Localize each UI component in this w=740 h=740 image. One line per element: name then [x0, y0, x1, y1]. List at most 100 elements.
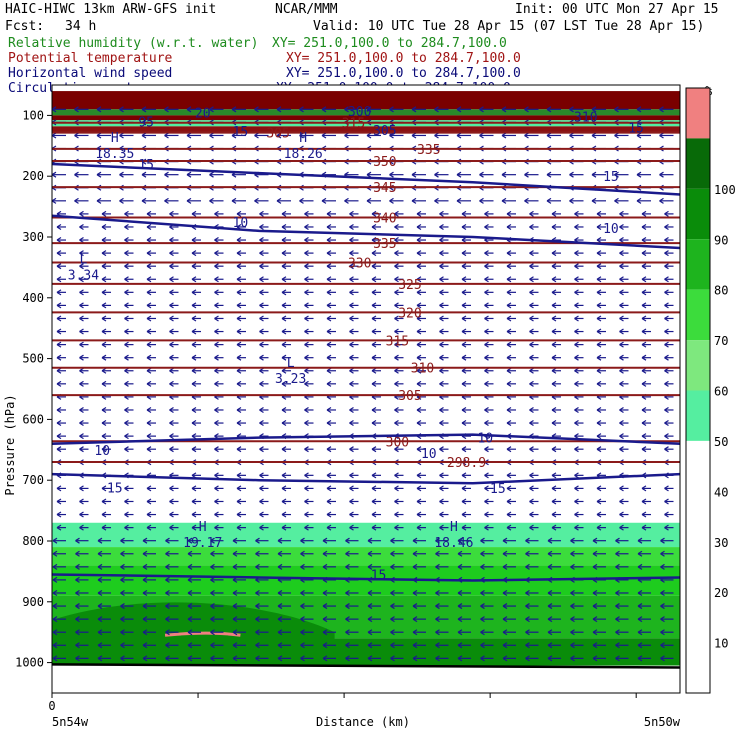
wind-vector-head [389, 197, 394, 204]
wind-vector-head [52, 616, 58, 623]
wind-vector-head [165, 550, 170, 557]
wind-vector-head [304, 354, 309, 361]
wind-vector-head [506, 498, 512, 505]
wind-vector-head [124, 263, 129, 270]
wind-vector-head [434, 106, 439, 113]
wind-vector-head [390, 589, 395, 596]
wind-vector-head [52, 537, 58, 544]
wind-vector-head [439, 511, 444, 518]
wind-vector-head [501, 171, 507, 178]
wind-vector-head [596, 328, 602, 335]
wind-vector-head [52, 629, 58, 636]
wind-vector-head [259, 446, 264, 453]
wind-vector-head [259, 511, 264, 518]
wind-vector-head [326, 328, 332, 335]
wind-vector-head [371, 498, 377, 505]
wind-vector-head [412, 563, 418, 570]
wind-vector-head [349, 223, 354, 230]
wind-vector-head [255, 629, 260, 636]
wind-vector-head [596, 524, 602, 531]
wind-vector-head [479, 197, 484, 204]
contour-label: 15 [628, 122, 644, 137]
wind-vector-head [349, 210, 354, 217]
contour-label: 15 [371, 568, 387, 583]
wind-vector-head [304, 276, 309, 283]
wind-vector-head [570, 616, 575, 623]
wind-vector-head [141, 171, 147, 178]
wind-vector-head [619, 250, 624, 257]
wind-vector-head [52, 603, 58, 610]
wind-vector-head [592, 629, 598, 636]
wind-vector-head [236, 511, 242, 518]
wind-vector-head [439, 289, 444, 296]
wind-vector-head [56, 511, 62, 518]
wind-vector-head [619, 498, 624, 505]
wind-vector-head [435, 629, 440, 636]
wind-vector-head [146, 289, 152, 296]
wind-vector-head [591, 171, 597, 178]
wind-vector-head [165, 655, 170, 662]
wind-vector-head [236, 524, 242, 531]
wind-vector-head [304, 485, 309, 492]
wind-vector-head [259, 472, 264, 479]
wind-vector-head [439, 263, 444, 270]
wind-vector-head [484, 302, 489, 309]
wind-vector-head [259, 276, 264, 283]
wind-vector-head [259, 250, 264, 257]
wind-vector-head [214, 250, 219, 257]
wind-vector-head [502, 603, 508, 610]
wind-vector-head [619, 485, 624, 492]
wind-vector-head [570, 550, 575, 557]
wind-vector-head [596, 250, 602, 257]
y-tick-label: 100 [22, 108, 44, 122]
wind-vector-head [619, 289, 624, 296]
wind-vector-head [371, 276, 377, 283]
wind-vector-head [574, 380, 579, 387]
wind-vector-head [592, 550, 598, 557]
wind-vector-head [214, 276, 219, 283]
extremum-type: L [79, 252, 87, 267]
wind-vector-head [97, 550, 103, 557]
wind-vector-head [592, 537, 598, 544]
wind-vector-head [394, 485, 399, 492]
field-xy-wind: XY= 251.0,100.0 to 284.7,100.0 [286, 66, 521, 81]
wind-vector-head [367, 589, 373, 596]
field-xy-rh: XY= 251.0,100.0 to 284.7,100.0 [272, 36, 507, 51]
wind-vector-head [191, 446, 197, 453]
fcst-label: Fcst: [5, 19, 44, 34]
wind-vector-head [281, 406, 287, 413]
wind-vector-head [97, 576, 103, 583]
wind-vector-head [101, 223, 107, 230]
wind-vector-head [371, 406, 377, 413]
x-start-tick: 0 [48, 699, 55, 713]
wind-vector-head [371, 263, 377, 270]
wind-vector-head [574, 302, 579, 309]
wind-vector-head [56, 263, 62, 270]
wind-vector-head [169, 341, 174, 348]
wind-vector-head [416, 328, 422, 335]
wind-vector-head [119, 106, 124, 113]
wind-vector-head [371, 223, 377, 230]
wind-vector-head [659, 171, 664, 178]
wind-vector-head [484, 289, 489, 296]
wind-vector-head [214, 341, 219, 348]
contour-label: 20 [195, 106, 211, 121]
wind-vector-head [236, 250, 242, 257]
wind-vector-head [484, 485, 489, 492]
wind-vector-head [146, 328, 152, 335]
wind-vector-head [484, 472, 489, 479]
wind-vector-head [345, 550, 350, 557]
wind-vector-head [596, 276, 602, 283]
wind-vector-head [322, 550, 328, 557]
wind-vector-head [371, 420, 377, 427]
wind-vector-head [281, 315, 287, 322]
wind-vector-head [146, 446, 152, 453]
wind-vector-head [74, 171, 79, 178]
wind-vector-head [236, 302, 242, 309]
wind-vector-head [412, 537, 418, 544]
wind-vector-head [439, 223, 444, 230]
wind-vector-head [480, 563, 485, 570]
wind-vector-head [529, 263, 534, 270]
wind-vector-head [210, 603, 215, 610]
wind-vector-head [349, 485, 354, 492]
